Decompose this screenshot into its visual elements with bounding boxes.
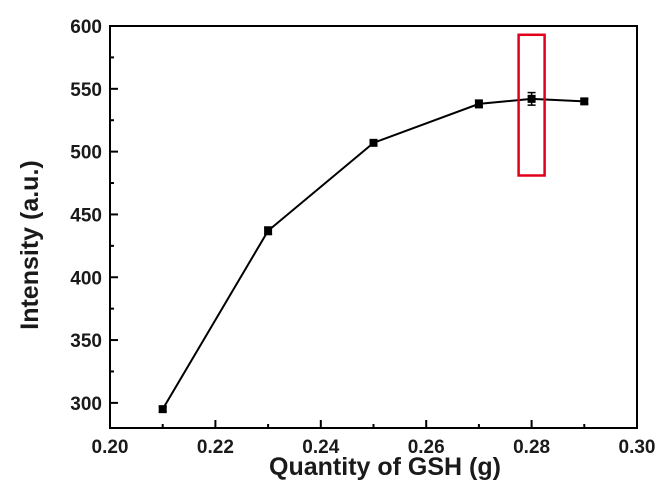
tick-labels: 0.20 0.22 0.24 0.26 0.28 0.30 300 350 400 450 500 5… <box>70 17 655 458</box>
y-tick-label: 400 <box>70 268 102 289</box>
y-tick-label: 300 <box>70 394 102 415</box>
x-tick-label: 0.30 <box>619 437 656 458</box>
y-tick-label: 500 <box>70 143 102 164</box>
x-tick-label: 0.28 <box>513 437 550 458</box>
plot-area <box>109 25 638 429</box>
data-point <box>264 226 273 235</box>
series-line <box>161 97 585 410</box>
data-point <box>474 99 483 108</box>
x-tick-label: 0.24 <box>302 437 339 458</box>
plot-frame <box>109 25 638 429</box>
x-tick-label: 0.20 <box>92 437 129 458</box>
data-point <box>158 405 167 414</box>
y-tick-label: 350 <box>70 331 102 352</box>
x-tick-label: 0.22 <box>197 437 234 458</box>
highlight-layer <box>517 33 546 177</box>
y-tick-label: 450 <box>70 205 102 226</box>
x-tick-label: 0.26 <box>408 437 445 458</box>
x-axis-title: Quantity of GSH (g) <box>269 453 501 481</box>
y-axis-title: Intensity (a.u.) <box>16 160 44 329</box>
axis-ticks <box>109 25 638 428</box>
y-tick-label: 600 <box>70 17 102 38</box>
highlight-box <box>517 33 546 177</box>
data-point <box>580 97 589 106</box>
y-tick-label: 550 <box>70 80 102 101</box>
data-point <box>527 94 536 103</box>
data-series <box>158 91 589 414</box>
data-point <box>369 138 378 147</box>
